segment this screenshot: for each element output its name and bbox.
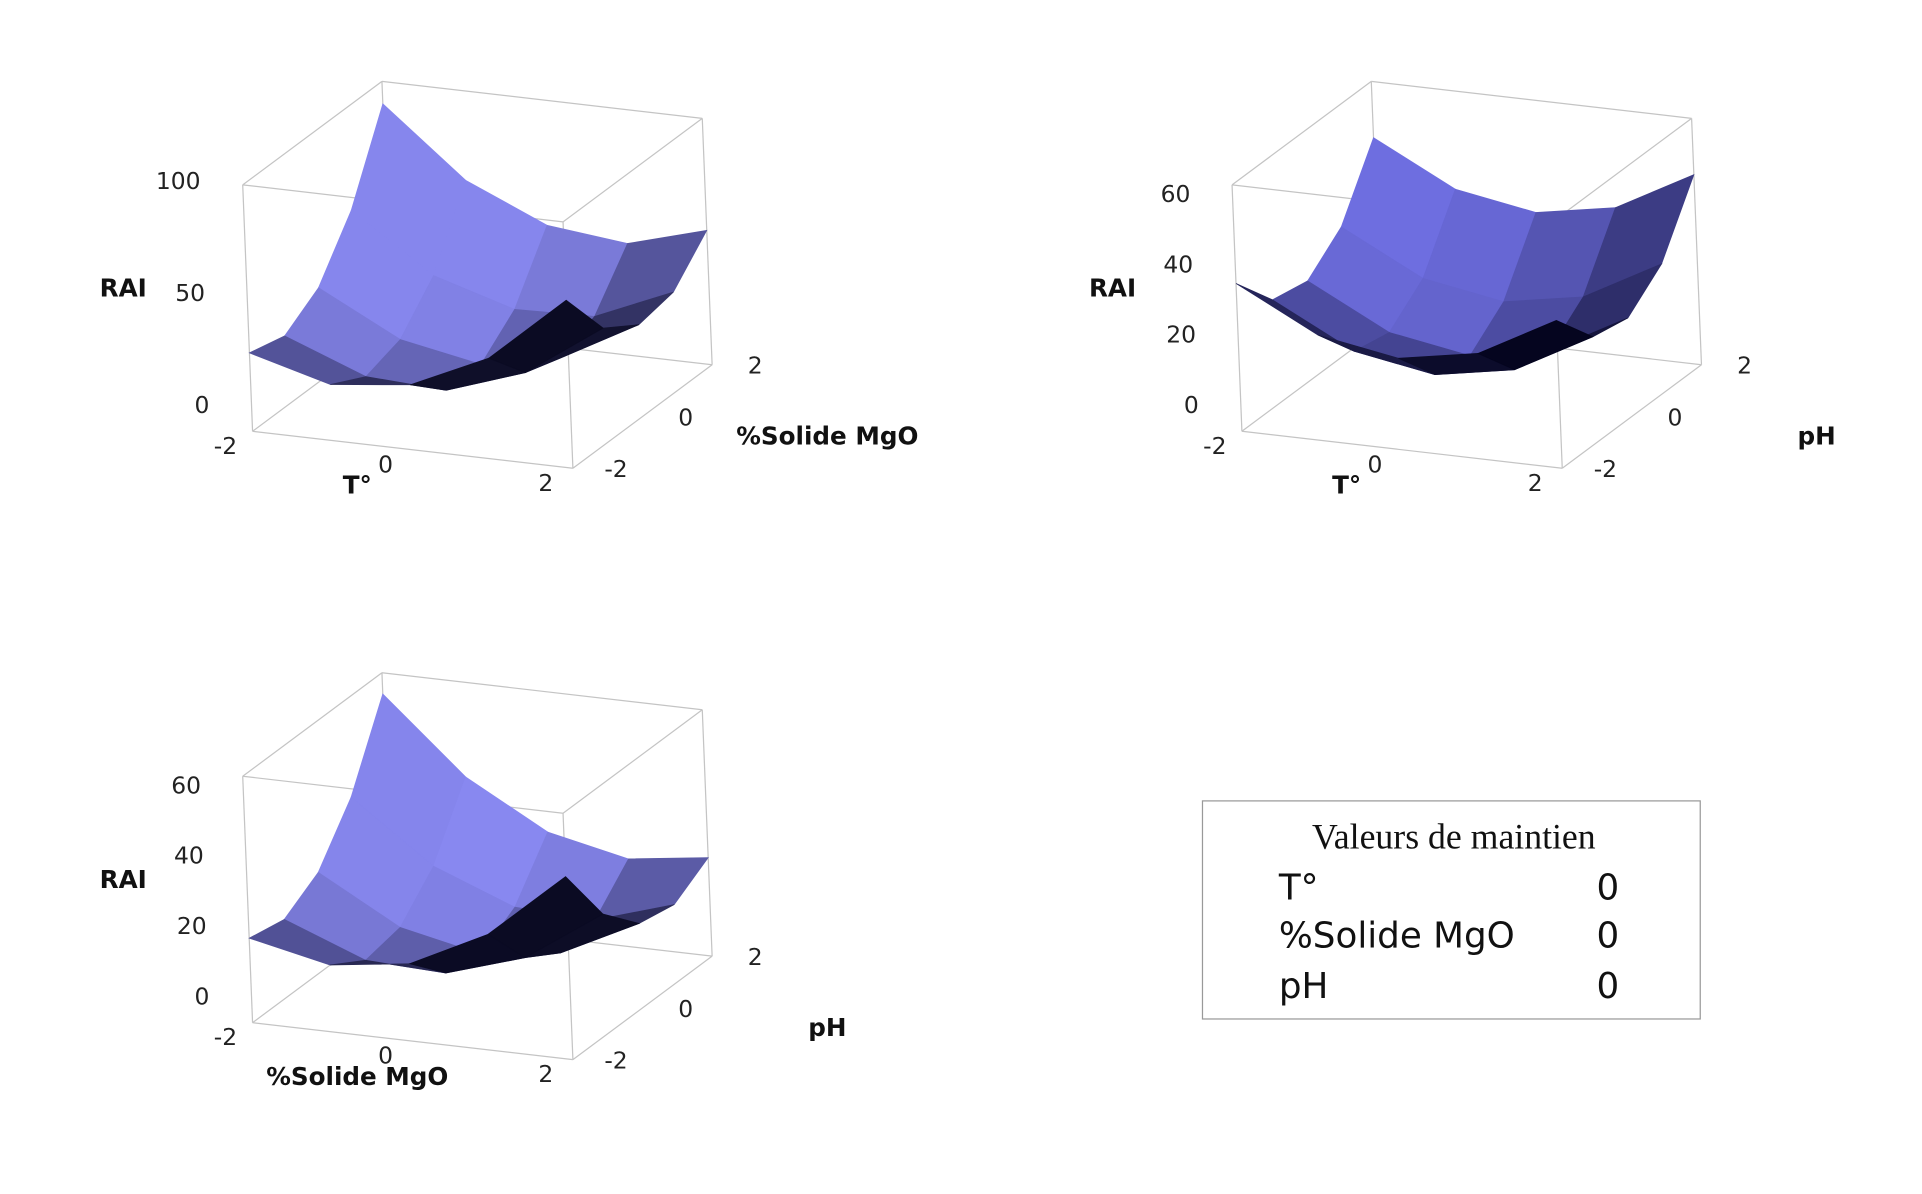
z-tick-label: 100: [156, 167, 201, 195]
z-tick-label: 0: [195, 391, 210, 419]
box-edge: [1690, 118, 1703, 365]
hold-value: 0: [1596, 868, 1619, 909]
z-tick-label: 20: [1166, 321, 1196, 349]
x-tick-label: 2: [1528, 469, 1543, 497]
x-tick-label: -2: [1203, 432, 1226, 460]
hold-name: pH: [1279, 966, 1329, 1007]
box-edge: [1241, 430, 1563, 469]
z-tick-label: 60: [171, 771, 201, 799]
hold-values-frame: [1201, 800, 1701, 1020]
z-tick-label: 0: [1184, 391, 1199, 419]
x-tick-label: 2: [538, 469, 553, 497]
surface-patch: [1477, 320, 1594, 371]
y-axis-label: pH: [808, 1013, 846, 1042]
box-edge: [242, 776, 254, 1023]
z-tick-label: 60: [1161, 180, 1191, 208]
y-tick-label: 0: [678, 403, 693, 431]
surface-patch: [487, 876, 604, 959]
hold-values-box: Valeurs de maintien T° 0 %Solide MgO 0 p…: [1201, 800, 1701, 1020]
box-edge: [252, 1022, 573, 1061]
box-edge: [242, 184, 254, 432]
y-tick-label: 0: [1668, 403, 1683, 431]
hold-name: %Solide MgO: [1279, 916, 1515, 957]
surface-patch: [488, 299, 604, 374]
x-tick-label: 0: [378, 1042, 393, 1070]
hold-value: 0: [1596, 916, 1619, 957]
box-edge: [572, 955, 713, 1061]
z-tick-label: 40: [174, 842, 204, 870]
x-tick-label: 0: [378, 450, 393, 478]
box-edge: [562, 117, 703, 223]
box-edge: [572, 364, 713, 469]
z-axis-label: RAI: [100, 865, 147, 894]
hold-name: T°: [1278, 868, 1319, 909]
x-tick-label: 2: [538, 1060, 553, 1088]
box-edge: [1231, 184, 1243, 432]
box-edge: [252, 430, 573, 469]
y-tick-label: -2: [604, 1047, 627, 1075]
x-tick-label: -2: [214, 432, 237, 460]
box-edge: [1231, 80, 1372, 186]
y-axis-label: %Solide MgO: [736, 421, 918, 450]
box-edge: [1371, 80, 1692, 119]
z-tick-label: 0: [195, 983, 210, 1011]
box-edge: [242, 80, 383, 186]
box-edge: [242, 672, 383, 777]
y-tick-label: 2: [748, 943, 763, 971]
y-tick-label: 0: [678, 995, 693, 1023]
y-tick-label: 2: [748, 352, 763, 380]
x-axis-label: %Solide MgO: [266, 1062, 448, 1091]
z-tick-label: 20: [177, 912, 207, 940]
box-edge: [562, 709, 703, 814]
box-edge: [701, 709, 713, 957]
z-tick-label: 40: [1163, 250, 1193, 278]
box-edge: [381, 80, 703, 119]
z-tick-label: 50: [175, 279, 205, 307]
y-axis-label: pH: [1798, 421, 1836, 450]
box-edge: [1561, 364, 1702, 469]
x-axis-label: T°: [1332, 471, 1361, 500]
x-tick-label: -2: [214, 1023, 237, 1051]
x-tick-label: 0: [1368, 450, 1383, 478]
box-edge: [701, 118, 713, 365]
y-tick-label: 2: [1737, 352, 1752, 380]
y-tick-label: -2: [1594, 455, 1617, 483]
z-axis-label: RAI: [1089, 274, 1136, 303]
y-tick-label: -2: [604, 455, 627, 483]
z-axis-label: RAI: [100, 274, 147, 303]
hold-values-title: Valeurs de maintien: [1312, 817, 1596, 857]
box-edge: [381, 672, 703, 711]
box-edge: [1552, 117, 1692, 223]
x-axis-label: T°: [343, 471, 372, 500]
hold-value: 0: [1596, 966, 1619, 1007]
